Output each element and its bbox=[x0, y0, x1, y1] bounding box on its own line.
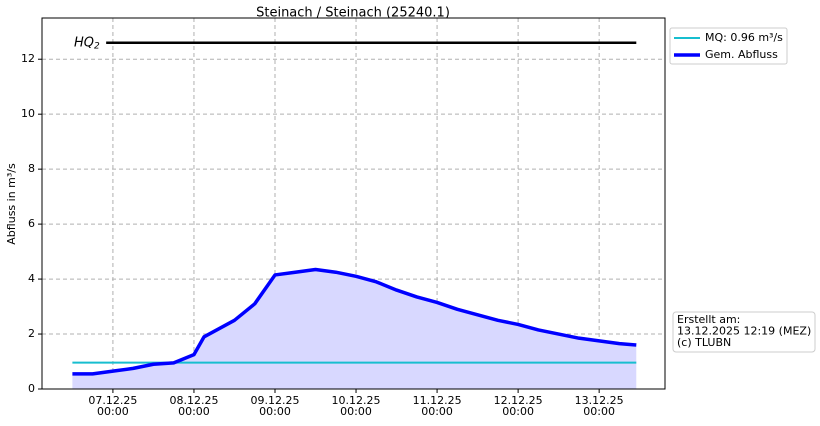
y-tick-label: 12 bbox=[21, 52, 35, 65]
legend-label: Gem. Abfluss bbox=[705, 48, 778, 61]
y-tick-label: 4 bbox=[28, 272, 35, 285]
y-axis-label: Abfluss in m³/s bbox=[5, 163, 18, 245]
line bbox=[72, 267, 637, 376]
x-tick-label: 13.12.25 00:00 bbox=[575, 394, 624, 418]
x-tick-label: 07.12.25 00:00 bbox=[88, 394, 137, 418]
hq-label: HQ2 bbox=[74, 35, 100, 51]
y-tick-label: 10 bbox=[21, 107, 35, 120]
y-tick-label: 8 bbox=[28, 162, 35, 175]
plot-frame bbox=[41, 17, 666, 390]
y-tick-label: 0 bbox=[28, 382, 35, 395]
legend-label: MQ: 0.96 m³/s bbox=[705, 31, 783, 44]
info-box bbox=[672, 311, 816, 353]
x-tick-label: 10.12.25 00:00 bbox=[332, 394, 381, 418]
y-tick-label: 2 bbox=[28, 327, 35, 340]
info-text: 13.12.2025 12:19 (MEZ) bbox=[677, 325, 811, 338]
info-text: Erstellt am: bbox=[677, 313, 740, 326]
x-tick-label: 08.12.25 00:00 bbox=[169, 394, 218, 418]
chart-title: Steinach / Steinach (25240.1) bbox=[256, 6, 450, 21]
info-text: (c) TLUBN bbox=[677, 336, 731, 349]
x-tick-label: 12.12.25 00:00 bbox=[494, 394, 543, 418]
x-tick-label: 11.12.25 00:00 bbox=[413, 394, 462, 418]
y-tick-label: 6 bbox=[28, 217, 35, 230]
x-tick-label: 09.12.25 00:00 bbox=[250, 394, 299, 418]
area bbox=[72, 269, 637, 389]
